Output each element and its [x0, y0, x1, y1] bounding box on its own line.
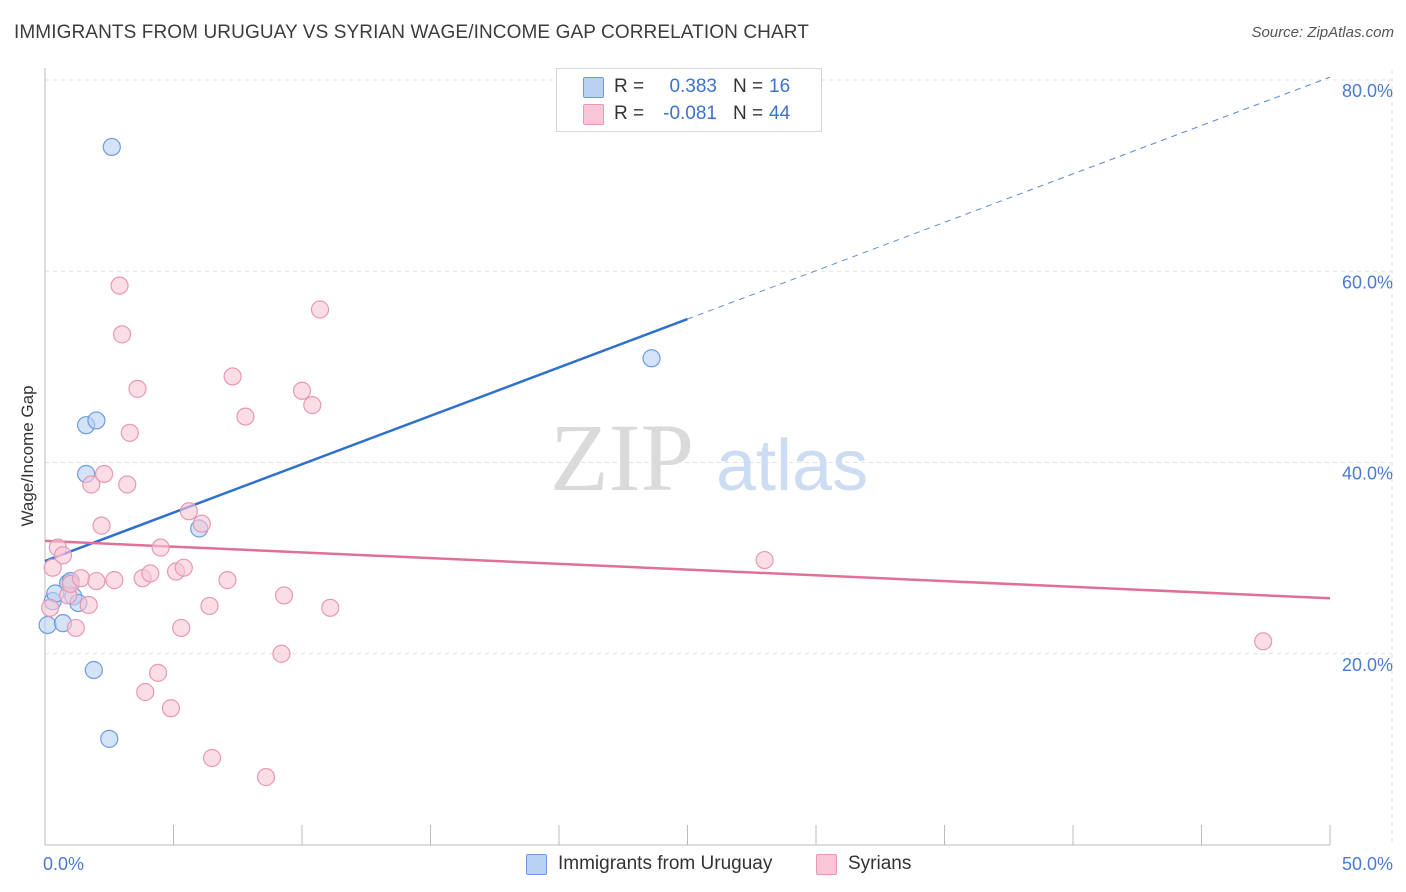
syrians-point [95, 464, 114, 484]
watermark: ZIP atlas [550, 404, 868, 511]
x-tick-label: 0.0% [43, 854, 84, 874]
n-value: 16 [769, 76, 791, 97]
series-legend: Immigrants from Uruguay Syrians [0, 852, 1406, 878]
syrians-point [41, 598, 60, 617]
syrians-point [71, 569, 91, 588]
watermark-zip: ZIP [550, 404, 694, 511]
uruguay-point [642, 349, 661, 368]
r-label: R = [614, 76, 645, 97]
syrians-point [118, 475, 137, 494]
syrians-point [66, 618, 85, 638]
uruguay-swatch [583, 77, 604, 98]
r-label: R = [614, 103, 645, 124]
syrians-point [161, 699, 181, 718]
syrians-point [105, 571, 124, 590]
n-label: N = [733, 76, 764, 97]
syrians-point [236, 407, 255, 426]
source-credit: Source: ZipAtlas.com [1251, 24, 1394, 41]
y-axis-title: Wage/Income Gap [18, 385, 37, 526]
watermark-atlas: atlas [716, 426, 868, 506]
n-label: N = [733, 103, 764, 124]
syrians-point [110, 276, 129, 295]
syrians-point [179, 502, 199, 521]
legend-label-uruguay: Immigrants from Uruguay [558, 853, 773, 874]
syrians-point [141, 564, 160, 583]
syrians-point [274, 586, 294, 605]
x-tick-label: 50.0% [1342, 854, 1393, 874]
syrians-point [92, 516, 111, 535]
syrians-point [172, 618, 191, 638]
syrians-point [120, 423, 139, 442]
syrians-legend-swatch [816, 854, 837, 875]
tick-labels: 20.0% 40.0% 60.0% 80.0% 0.0% 50.0% [43, 81, 1393, 874]
y-tick-label: 80.0% [1342, 81, 1393, 101]
syrians-point [303, 396, 322, 415]
axes [44, 68, 1331, 846]
syrians-trend-line [44, 539, 1331, 600]
trend-lines [44, 76, 1331, 600]
syrians-point [202, 748, 222, 768]
syrians-point [174, 558, 193, 577]
syrians-point [136, 682, 155, 702]
syrians-point [53, 546, 73, 565]
syrians-point [192, 514, 211, 533]
syrians-point [79, 595, 98, 615]
legend-label-syrians: Syrians [848, 853, 912, 874]
syrians-point [218, 571, 237, 590]
r-value: 0.383 [669, 76, 717, 97]
syrians-point [256, 768, 276, 787]
uruguay-point [102, 137, 121, 157]
syrians-point [82, 475, 101, 494]
uruguay-trend-line [44, 317, 688, 563]
legend-row-syrians: R = -0.081 N = 44 [557, 101, 821, 127]
syrians-point [87, 571, 106, 591]
r-value: -0.081 [663, 103, 717, 124]
syrians-point [223, 367, 242, 386]
data-points [38, 137, 1273, 787]
chart-title: IMMIGRANTS FROM URUGUAY VS SYRIAN WAGE/I… [14, 22, 809, 43]
syrians-point [310, 300, 330, 319]
uruguay-legend-swatch [526, 854, 547, 875]
syrians-point [148, 663, 168, 682]
correlation-legend: R = 0.383 N = 16 R = -0.081 N = 44 [556, 68, 822, 132]
y-tick-label: 60.0% [1342, 272, 1393, 292]
syrians-point [755, 550, 774, 570]
uruguay-trend-extension [687, 76, 1331, 320]
grid-lines [45, 70, 1393, 845]
syrians-point [272, 644, 291, 663]
y-tick-label: 20.0% [1342, 655, 1393, 675]
syrians-point [112, 325, 132, 344]
syrians-swatch [583, 104, 604, 125]
uruguay-point [84, 660, 103, 680]
n-value: 44 [769, 103, 791, 124]
uruguay-point [100, 729, 119, 748]
syrians-point [321, 598, 340, 617]
syrians-point [128, 379, 147, 398]
legend-row-uruguay: R = 0.383 N = 16 [557, 74, 821, 100]
syrians-point [43, 558, 62, 577]
y-tick-label: 40.0% [1342, 464, 1393, 484]
syrians-point [151, 538, 170, 557]
syrians-point [292, 381, 312, 400]
uruguay-point [87, 411, 106, 430]
uruguay-point [38, 615, 57, 635]
syrians-point [1254, 632, 1273, 651]
syrians-point [200, 596, 219, 616]
